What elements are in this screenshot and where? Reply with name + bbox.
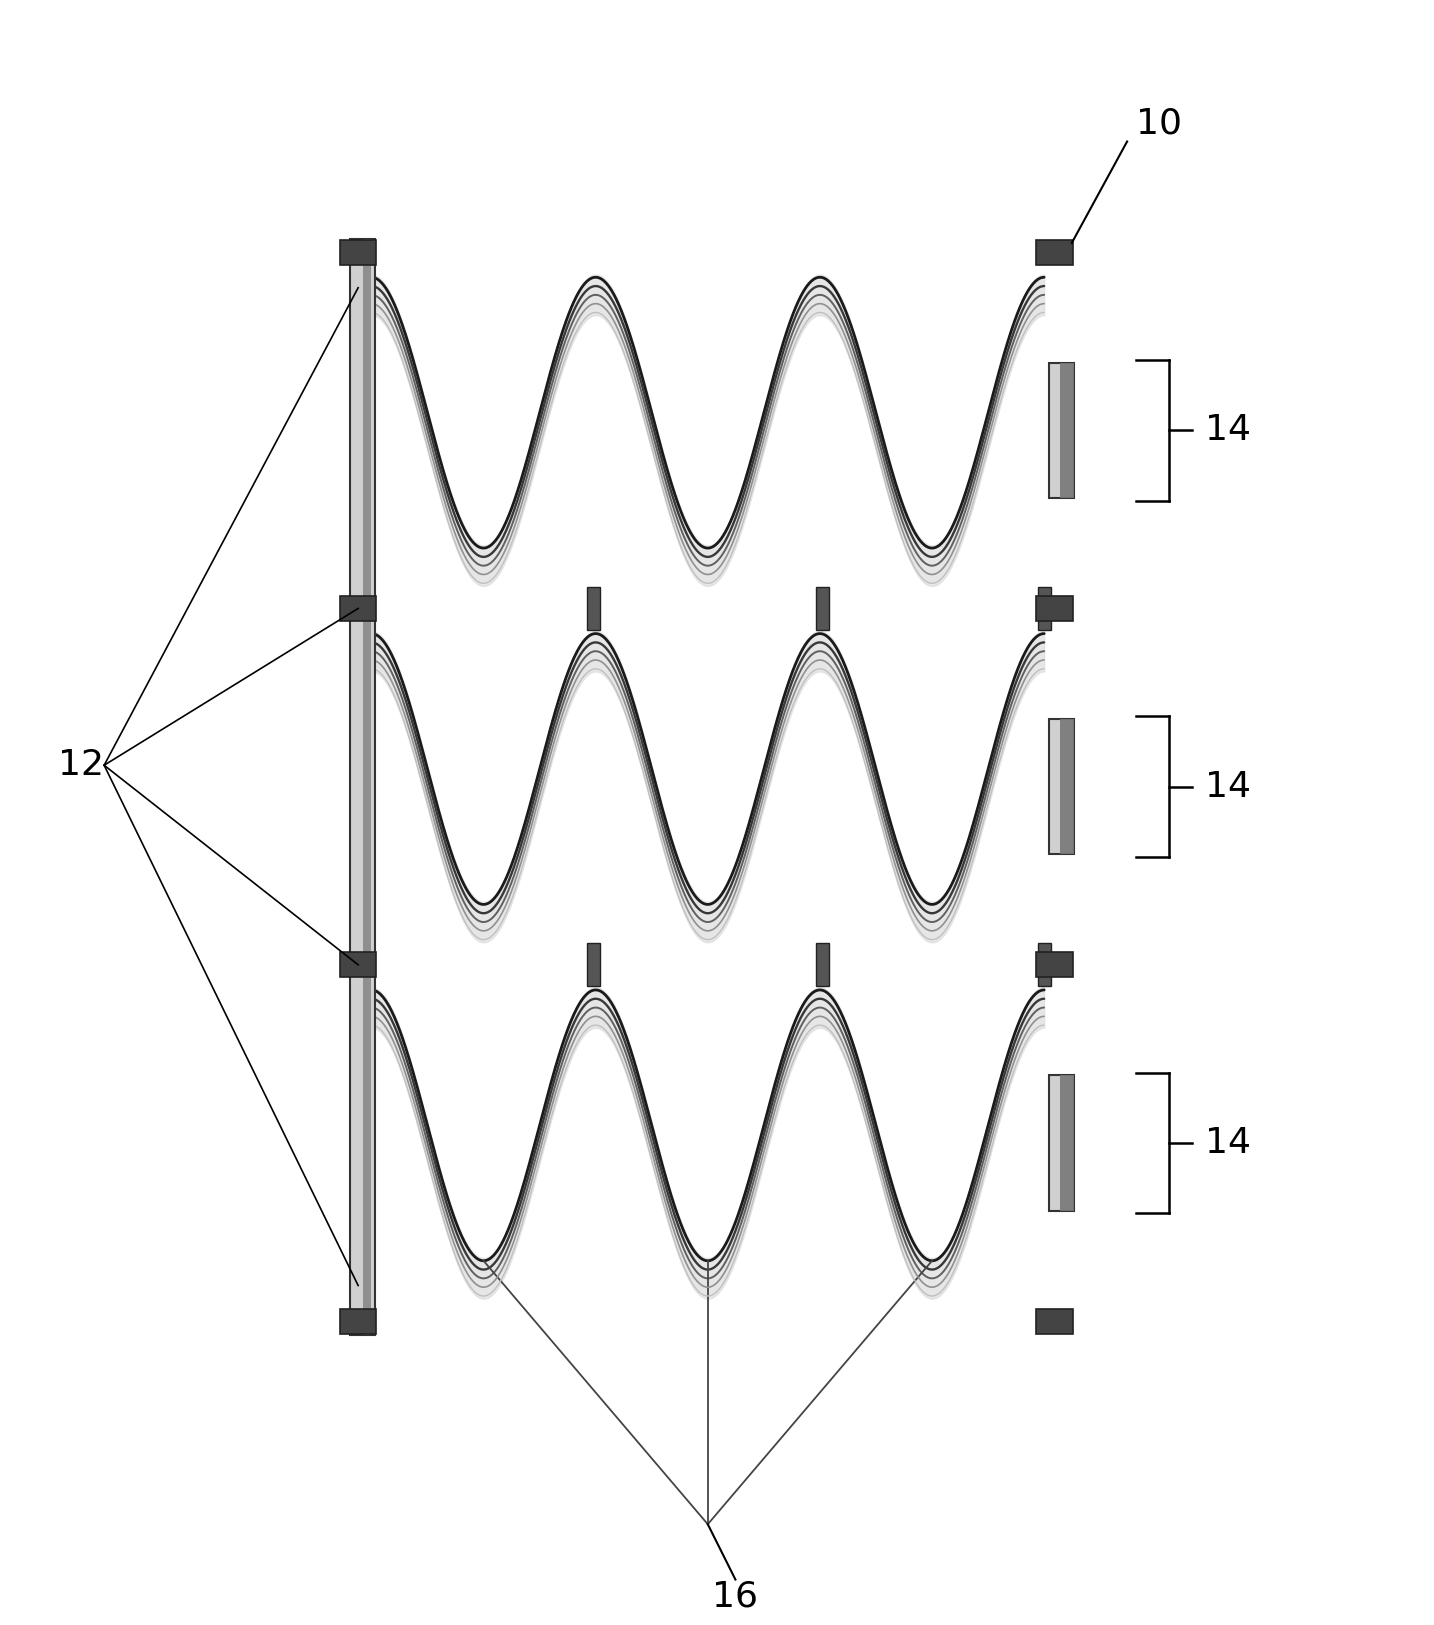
- Bar: [340, 239, 376, 265]
- Bar: [1037, 239, 1073, 265]
- Text: 14: 14: [1206, 770, 1252, 804]
- Bar: [816, 587, 829, 630]
- Bar: [340, 596, 376, 621]
- Text: 16: 16: [713, 1580, 759, 1614]
- Bar: [1048, 362, 1074, 497]
- Bar: [340, 952, 376, 977]
- Bar: [1048, 718, 1074, 855]
- Bar: [1048, 1076, 1074, 1211]
- Bar: [1037, 1308, 1073, 1334]
- Text: 10: 10: [1136, 106, 1182, 140]
- Text: 12: 12: [59, 748, 105, 782]
- Bar: [1060, 718, 1074, 855]
- Bar: [587, 944, 599, 986]
- Text: 14: 14: [1206, 413, 1252, 447]
- Bar: [350, 239, 374, 1334]
- Bar: [1038, 587, 1051, 630]
- Text: 14: 14: [1206, 1126, 1252, 1160]
- Bar: [1060, 1076, 1074, 1211]
- Bar: [340, 1308, 376, 1334]
- Bar: [363, 239, 371, 1334]
- Bar: [1037, 952, 1073, 977]
- Bar: [587, 587, 599, 630]
- Bar: [1038, 944, 1051, 986]
- Bar: [1037, 596, 1073, 621]
- Bar: [816, 944, 829, 986]
- Bar: [1060, 362, 1074, 497]
